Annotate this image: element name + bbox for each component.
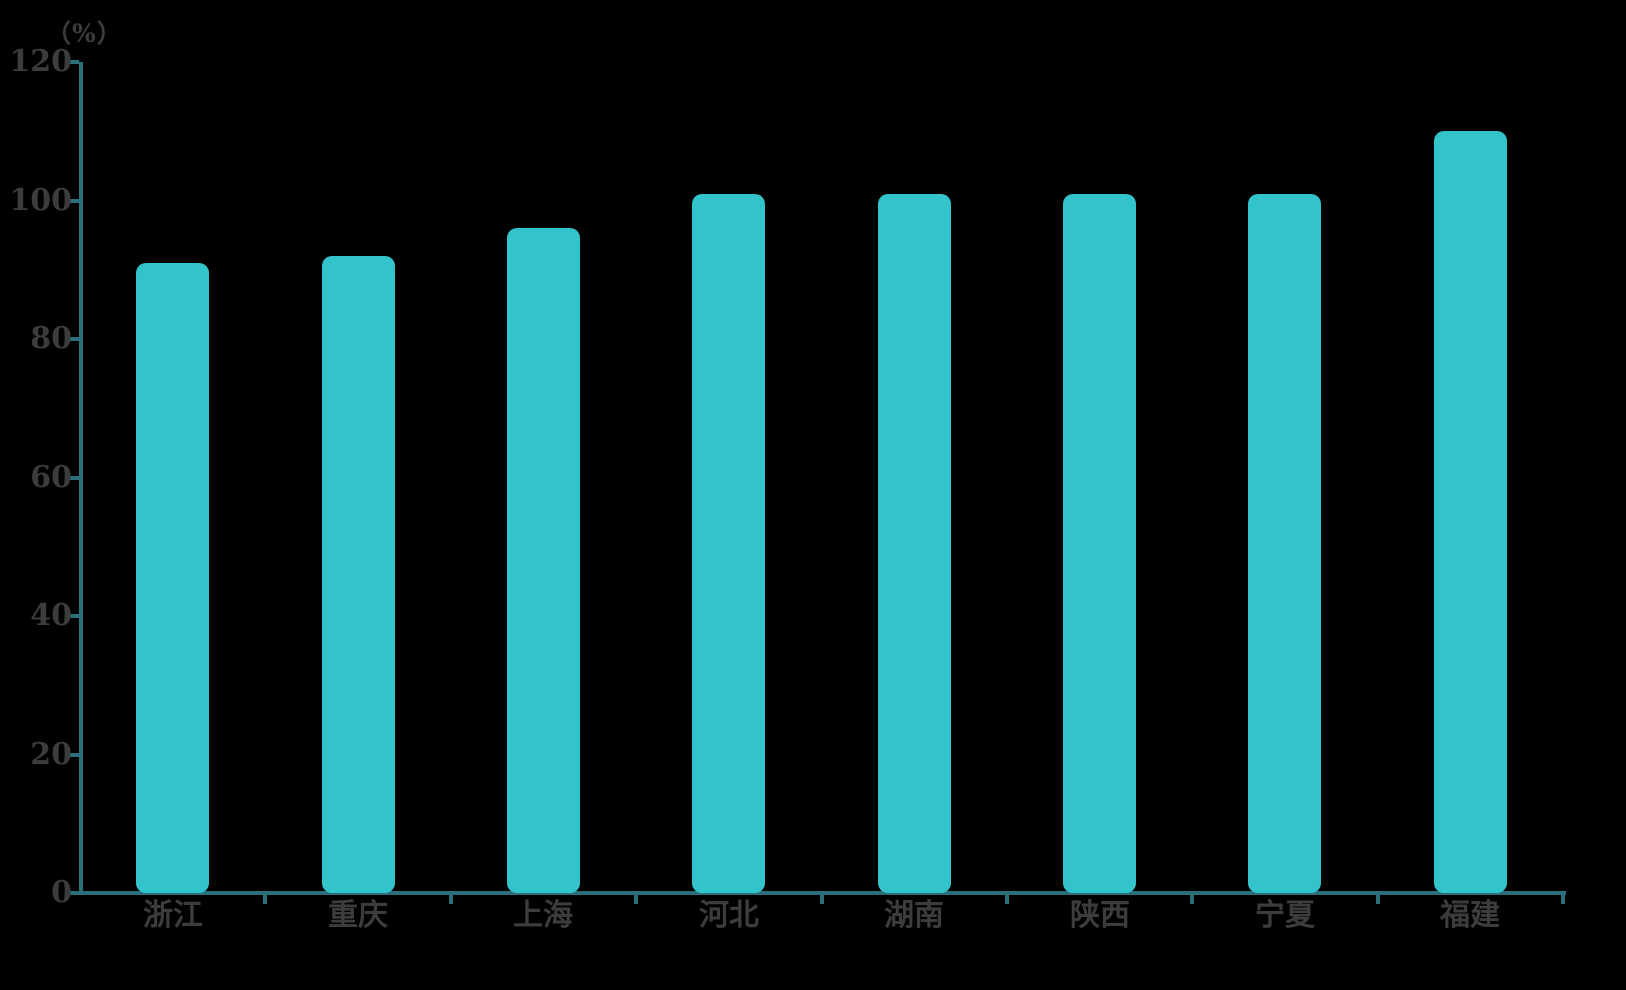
y-tick-label: 60	[30, 459, 72, 495]
y-tick-label: 80	[30, 321, 72, 356]
y-tick-mark	[70, 891, 79, 895]
y-tick-label: 0	[51, 875, 72, 910]
x-category-label: 河北	[699, 898, 759, 933]
y-axis-line	[79, 62, 83, 895]
y-tick-label: 120	[9, 44, 72, 79]
y-tick-mark	[70, 475, 79, 480]
x-tick-mark	[634, 895, 639, 904]
y-tick-mark	[70, 337, 79, 341]
y-tick-mark	[70, 752, 79, 757]
x-category-label: 浙江	[143, 898, 203, 933]
bar	[692, 194, 765, 893]
y-tick-label: 40	[30, 598, 72, 633]
bar	[878, 194, 951, 893]
bar	[507, 228, 580, 893]
x-category-label: 福建	[1440, 898, 1500, 933]
bar	[1434, 131, 1507, 893]
x-tick-mark	[1375, 895, 1380, 904]
y-tick-label: 100	[9, 182, 72, 218]
x-tick-mark	[1004, 895, 1009, 904]
y-tick-mark	[70, 198, 79, 203]
y-tick-label: 20	[30, 736, 72, 772]
x-tick-mark	[819, 895, 824, 904]
x-tick-mark	[1190, 895, 1195, 904]
bar	[136, 263, 209, 893]
x-category-label: 上海	[513, 898, 573, 933]
x-category-label: 重庆	[328, 898, 388, 933]
bar	[1063, 194, 1136, 893]
x-tick-mark	[1561, 895, 1565, 904]
bar	[1248, 194, 1321, 893]
x-category-label: 宁夏	[1255, 898, 1315, 933]
x-tick-mark	[448, 895, 453, 904]
x-category-label: 陕西	[1070, 898, 1130, 933]
y-tick-mark	[70, 60, 79, 64]
y-tick-mark	[70, 614, 79, 618]
x-tick-mark	[263, 895, 268, 904]
bar	[322, 256, 395, 893]
x-axis-line	[79, 891, 1566, 895]
x-category-label: 湖南	[884, 898, 944, 933]
y-axis-unit-label: （%）	[46, 19, 123, 48]
